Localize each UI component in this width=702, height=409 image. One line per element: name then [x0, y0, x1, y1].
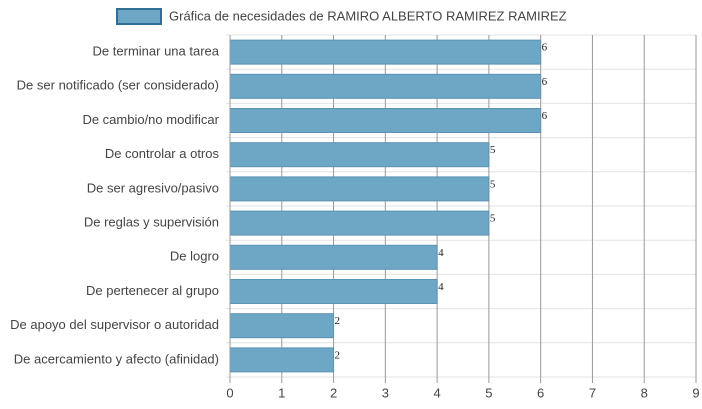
y-tick-label: De ser agresivo/pasivo [87, 180, 219, 195]
bar [229, 210, 490, 236]
data-label: 6 [542, 110, 548, 122]
y-tick-label: De acercamiento y afecto (afinidad) [14, 351, 219, 366]
y-tick-label: De controlar a otros [105, 146, 220, 161]
data-label: 5 [490, 213, 496, 225]
legend-swatch [116, 8, 162, 25]
bar [229, 176, 490, 202]
x-tick-label: 6 [537, 385, 544, 400]
x-tick-label: 1 [278, 385, 285, 400]
y-tick-label: De apoyo del supervisor o autoridad [10, 317, 219, 332]
bar [229, 39, 542, 65]
x-tick-label: 7 [589, 385, 596, 400]
x-tick-label: 5 [485, 385, 492, 400]
bar [229, 313, 335, 339]
data-label: 2 [335, 315, 341, 327]
y-tick-label: De cambio/no modificar [82, 112, 219, 127]
y-tick-label: De ser notificado (ser considerado) [17, 78, 219, 93]
y-tick-label: De pertenecer al grupo [86, 283, 219, 298]
x-tick-label: 0 [226, 385, 233, 400]
bar [229, 142, 490, 168]
data-label: 4 [438, 247, 444, 259]
x-tick-label: 9 [692, 385, 699, 400]
legend-label: Gráfica de necesidades de RAMIRO ALBERTO… [169, 8, 567, 23]
bar [229, 108, 542, 133]
data-label: 5 [490, 144, 496, 156]
x-tick-label: 3 [382, 385, 389, 400]
x-tick-label: 2 [330, 385, 337, 400]
x-tick-label: 8 [641, 385, 648, 400]
data-label: 6 [542, 76, 548, 88]
y-tick-label: De reglas y supervisión [84, 215, 219, 230]
bar [229, 279, 438, 304]
data-label: 6 [542, 42, 548, 54]
data-label: 4 [438, 281, 444, 293]
y-tick-label: De terminar una tarea [93, 44, 220, 59]
bar [229, 244, 438, 270]
data-label: 5 [490, 178, 496, 190]
y-tick-label: De logro [170, 249, 219, 264]
data-label: 2 [335, 349, 341, 361]
bar [229, 73, 542, 99]
bar [229, 347, 335, 373]
x-tick-label: 4 [433, 385, 440, 400]
